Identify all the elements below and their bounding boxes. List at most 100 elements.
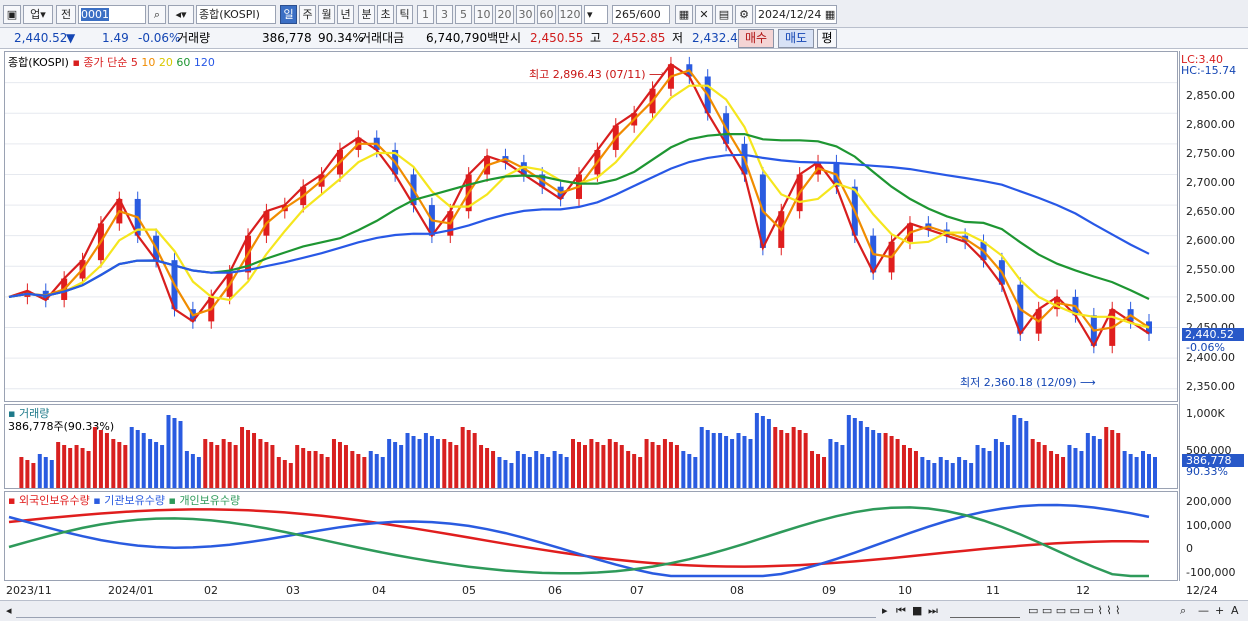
speaker-icon[interactable]: ◂▾	[168, 5, 194, 24]
volume-bar	[491, 451, 496, 488]
ma-10: 10	[141, 56, 156, 69]
volume-bar	[98, 430, 103, 488]
interval-1[interactable]: 1	[417, 5, 434, 24]
volume-bar	[577, 442, 581, 488]
volume-bar	[203, 439, 208, 488]
period-minute[interactable]: 분	[358, 5, 375, 24]
ytick: 2,750.00	[1186, 147, 1235, 160]
amount-label: 거래대금	[360, 31, 405, 45]
zoom-icon[interactable]: ⌕	[1180, 604, 1187, 617]
period-year[interactable]: 년	[337, 5, 354, 24]
volume-bar	[607, 439, 612, 488]
period-second[interactable]: 초	[377, 5, 394, 24]
volume-bar	[1005, 445, 1010, 488]
foreign-holding-label: 외국인보유수량	[18, 494, 90, 507]
x-label: 12/24	[1186, 584, 1218, 597]
period-month[interactable]: 월	[318, 5, 335, 24]
eval-button[interactable]: 평	[817, 29, 837, 48]
interval-60[interactable]: 60	[537, 5, 556, 24]
chart-tools-icon[interactable]: ▦	[675, 5, 693, 24]
volume-bar	[1085, 433, 1090, 488]
volume-bar	[656, 445, 661, 488]
volume-bar	[1049, 451, 1054, 488]
volume-bar	[699, 427, 704, 488]
date-field[interactable]: 2024/12/24 ▦	[755, 5, 837, 24]
ytick: 2,700.00	[1186, 176, 1235, 189]
volume-bar	[362, 457, 367, 488]
volume-bar	[252, 433, 257, 488]
plus-icon[interactable]: +	[1215, 604, 1225, 617]
ytick: 2,400.00	[1186, 351, 1235, 364]
volume-bar	[307, 451, 312, 488]
period-tick[interactable]: 틱	[396, 5, 413, 24]
scroll-left-icon[interactable]: ◂	[6, 604, 12, 617]
horizontal-scrollbar[interactable]	[16, 604, 876, 618]
search-icon[interactable]: ⌕	[148, 5, 166, 24]
volume-bar	[1097, 439, 1102, 488]
x-label: 07	[630, 584, 644, 597]
volume-bar	[527, 457, 532, 488]
interval-10[interactable]: 10	[474, 5, 493, 24]
volume-bar	[626, 451, 631, 488]
volume-bar	[803, 433, 808, 488]
ytick: 2,850.00	[1186, 89, 1235, 102]
ytick: 2,650.00	[1186, 205, 1235, 218]
layout-icon[interactable]: ▣	[3, 5, 21, 24]
volume-chart[interactable]	[5, 405, 1177, 488]
volume-bar	[141, 433, 146, 488]
interval-input[interactable]: ▾	[584, 5, 608, 24]
volume-bar	[221, 439, 226, 488]
holding-line-1	[8, 503, 1150, 578]
font-icon[interactable]: A	[1231, 604, 1239, 617]
volume-bar	[1055, 454, 1060, 488]
holding-panel[interactable]	[4, 491, 1178, 581]
market-select[interactable]: 업▾	[23, 5, 53, 24]
interval-30[interactable]: 30	[516, 5, 535, 24]
volume-bar	[644, 439, 649, 488]
minus-icon[interactable]: —	[1198, 604, 1209, 617]
volume-bar	[534, 451, 539, 488]
volume-bar	[190, 454, 195, 488]
volume-bar	[938, 457, 943, 488]
count-field[interactable]: 265/600	[612, 5, 670, 24]
volume-bar	[270, 445, 275, 488]
volume-bar	[920, 457, 925, 488]
crosshair-icon[interactable]: ✕	[695, 5, 713, 24]
volume-bar	[295, 445, 300, 488]
gear-icon[interactable]: ⚙	[735, 5, 753, 24]
rewind-icon[interactable]: ⏮	[896, 604, 906, 617]
stop-icon[interactable]: ■	[912, 604, 923, 617]
scroll-right-icon[interactable]: ▸	[882, 604, 888, 617]
interval-20[interactable]: 20	[495, 5, 514, 24]
volume-bar	[1153, 457, 1157, 488]
zoom-slider[interactable]	[950, 604, 1020, 618]
buy-button[interactable]: 매수	[738, 29, 774, 48]
volume-bar	[619, 445, 624, 488]
volume-bar	[981, 448, 986, 488]
forward-icon[interactable]: ⏭	[928, 604, 938, 617]
price-change: 1.49	[102, 31, 129, 45]
volume-bar	[80, 448, 85, 488]
price-panel[interactable]	[4, 51, 1178, 402]
code-input[interactable]: 0001	[78, 5, 146, 24]
ma-line-10	[8, 69, 1150, 332]
interval-120[interactable]: 120	[558, 5, 582, 24]
volume-bar	[828, 439, 833, 488]
period-week[interactable]: 주	[299, 5, 316, 24]
holding-chart[interactable]	[5, 492, 1177, 580]
prev-button[interactable]: 전	[56, 5, 76, 24]
price-chart[interactable]	[5, 52, 1177, 401]
x-label: 11	[986, 584, 1000, 597]
interval-3[interactable]: 3	[436, 5, 453, 24]
volume-bar	[337, 442, 342, 488]
volume-bar	[865, 427, 870, 488]
period-day[interactable]: 일	[280, 5, 297, 24]
volume-bar	[724, 436, 729, 488]
volume-bar	[380, 457, 385, 488]
sell-button[interactable]: 매도	[778, 29, 814, 48]
save-icon[interactable]: ▤	[715, 5, 733, 24]
volume-bar	[650, 442, 655, 488]
tool-icons[interactable]: ▭ ▭ ▭ ▭ ▭ ⌇ ⌇ ⌇	[1028, 604, 1121, 617]
volume-bar	[1091, 436, 1096, 488]
interval-5[interactable]: 5	[455, 5, 472, 24]
